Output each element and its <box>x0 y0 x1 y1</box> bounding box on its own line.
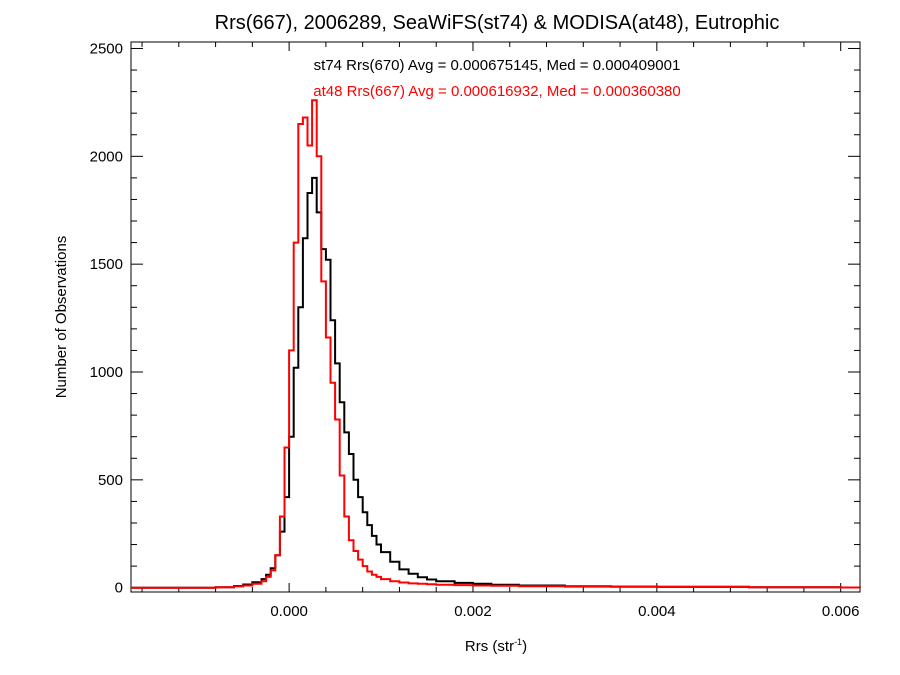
x-axis-title-superscript: -1 <box>514 637 522 647</box>
x-tick-label: 0.002 <box>454 603 492 620</box>
y-axis-title-group: Number of Observations <box>53 236 70 399</box>
y-tick-label: 2500 <box>90 40 123 57</box>
histogram-series-1-line <box>131 176 861 589</box>
stats-annotation-2: at48 Rrs(667) Avg = 0.000616932, Med = 0… <box>313 83 681 100</box>
x-axis-title-close: ) <box>522 638 527 655</box>
y-tick-label: 2000 <box>90 148 123 165</box>
plot-area: 0.000 0.002 0.004 0.006 0 500 1000 1500 2000 2500… <box>90 40 861 620</box>
plot-frame <box>130 41 861 593</box>
x-axis-title-main: Rrs (str <box>465 638 514 655</box>
x-tick-label: 0.000 <box>270 603 308 620</box>
histogram-series-2-line <box>131 99 861 589</box>
y-tick-label: 500 <box>98 472 123 489</box>
y-axis-title: Number of Observations <box>53 236 70 399</box>
y-tick-label: 0 <box>115 580 123 597</box>
y-tick-label: 1500 <box>90 256 123 273</box>
y-tick-label: 1000 <box>90 364 123 381</box>
x-tick-label: 0.006 <box>822 603 860 620</box>
x-tick-label: 0.004 <box>638 603 676 620</box>
chart-title: Rrs(667), 2006289, SeaWiFS(st74) & MODIS… <box>215 12 780 34</box>
stats-annotation-1: st74 Rrs(670) Avg = 0.000675145, Med = 0… <box>314 57 681 74</box>
x-axis-title: Rrs (str-1) <box>465 637 527 655</box>
